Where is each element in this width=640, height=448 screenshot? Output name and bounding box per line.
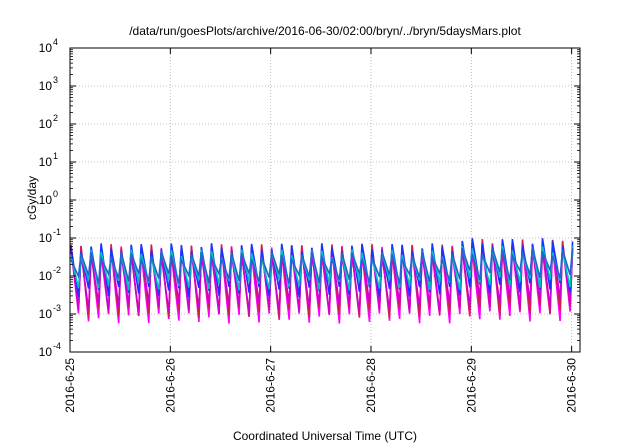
y-tick-label: 10: [39, 155, 53, 169]
x-tick-label: 2016-6-27: [264, 358, 278, 413]
x-tick-label: 2016-6-28: [364, 358, 378, 413]
y-tick-exponent: 3: [53, 75, 58, 85]
x-axis-ticks: 2016-6-25 2016-6-26 2016-6-27 2016-6-28 2016…: [63, 48, 579, 413]
x-tick-label: 2016-6-29: [464, 358, 478, 413]
y-tick-exponent: -1: [53, 227, 61, 237]
x-tick-label: 2016-6-30: [565, 358, 579, 413]
y-tick-exponent: -2: [53, 265, 61, 275]
y-tick-label: 10: [39, 193, 53, 207]
x-axis-label: Coordinated Universal Time (UTC): [233, 429, 417, 443]
y-tick-exponent: 4: [53, 37, 58, 47]
y-axis-label: cGy/day: [25, 176, 39, 220]
y-tick-label: 10: [39, 345, 53, 359]
x-tick-label: 2016-6-25: [63, 358, 77, 413]
series-line-4: [70, 245, 574, 291]
y-tick-label: 10: [39, 231, 53, 245]
series-layer: [70, 238, 574, 324]
y-tick-label: 10: [39, 117, 53, 131]
y-tick-exponent: -3: [53, 303, 61, 313]
x-tick-label: 2016-6-26: [163, 358, 177, 413]
y-tick-label: 10: [39, 79, 53, 93]
y-tick-label: 10: [39, 41, 53, 55]
y-tick-exponent: 1: [53, 151, 58, 161]
y-tick-exponent: 2: [53, 113, 58, 123]
y-tick-label: 10: [39, 269, 53, 283]
series-line-5: [70, 247, 574, 284]
y-tick-exponent: 0: [53, 189, 58, 199]
y-tick-exponent: -4: [53, 341, 61, 351]
chart-title: /data/run/goesPlots/archive/2016-06-30/0…: [129, 24, 521, 38]
y-tick-label: 10: [39, 307, 53, 321]
